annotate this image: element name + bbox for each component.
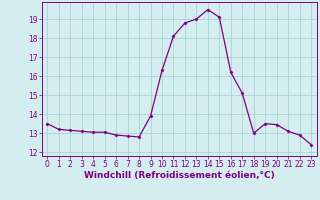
X-axis label: Windchill (Refroidissement éolien,°C): Windchill (Refroidissement éolien,°C) bbox=[84, 171, 275, 180]
